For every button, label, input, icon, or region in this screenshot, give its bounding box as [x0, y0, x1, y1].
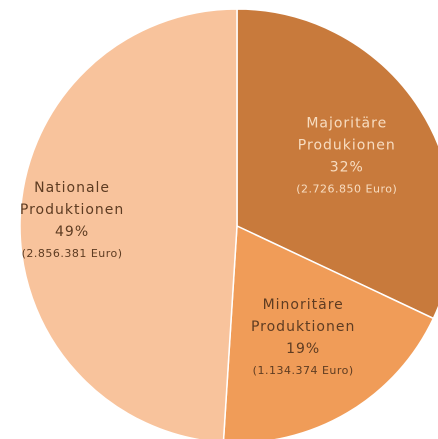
amount-label: (2.726.850 Euro): [296, 182, 397, 195]
amount-label: (1.134.374 Euro): [253, 364, 354, 377]
slice-label: Produktionen: [251, 319, 355, 335]
slice-label: Minoritäre: [263, 297, 344, 313]
pie-slice: [236, 8, 438, 320]
slice-label: Nationale: [34, 180, 110, 196]
slice-label: Produkionen: [298, 137, 396, 153]
value-label: 19%: [286, 341, 320, 357]
pie-slice: [19, 8, 238, 439]
value-label: 49%: [55, 224, 89, 240]
slice-label: Majoritäre: [306, 115, 387, 131]
slice-label: Produktionen: [20, 202, 124, 218]
amount-label: (2.856.381 Euro): [22, 247, 123, 260]
pie-slice: [222, 224, 435, 439]
value-label: 32%: [330, 159, 364, 175]
